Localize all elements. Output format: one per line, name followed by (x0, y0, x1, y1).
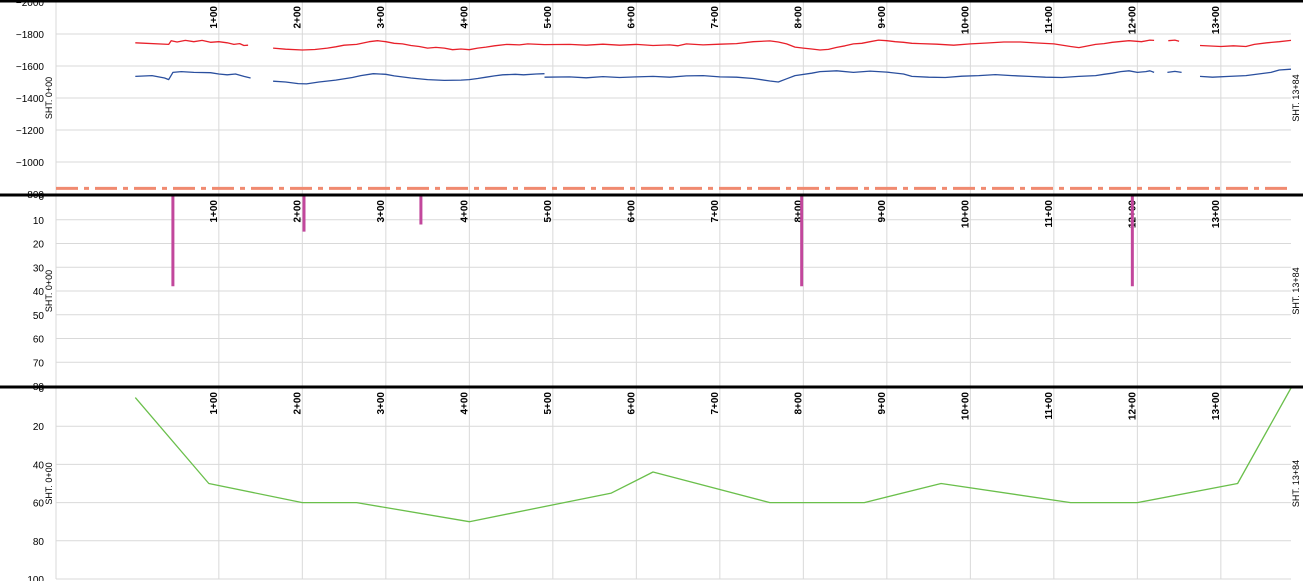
station-label: 13+00 (1211, 392, 1222, 421)
profile-panel: 0 20 40 60 80 100 1+00 2+00 3+00 4+00 5+00 6+00 7+00… (27, 384, 1301, 586)
sheet-start-label: SHT. 0+00 (44, 77, 54, 119)
y-tick-label: 10 (33, 216, 45, 227)
y-tick-label: 0 (38, 384, 44, 395)
station-label: 3+00 (376, 392, 387, 415)
series-line-lower (135, 68, 1292, 85)
station-label: 6+00 (626, 392, 637, 415)
elevation-panel: −2000−1800−1600−1400−1200−1000−8001+002+… (16, 0, 1301, 201)
y-tick-label: 60 (33, 335, 45, 346)
y-tick-label: −2000 (16, 0, 45, 9)
impulse-panel: 010203040506070801+002+003+004+005+006+0… (33, 192, 1301, 393)
y-tick-label: 30 (33, 263, 45, 274)
y-tick-label: −1800 (16, 30, 45, 41)
station-label: 5+00 (543, 6, 554, 29)
sheet-end-label: SHT. 13+84 (1291, 267, 1301, 314)
station-label: 6+00 (626, 200, 637, 223)
y-tick-label: 80 (33, 537, 45, 548)
y-tick-label: −1400 (16, 94, 45, 105)
station-label: 11+00 (1044, 200, 1055, 228)
station-label: 5+00 (543, 392, 554, 415)
station-label: 10+00 (960, 6, 971, 35)
y-tick-label: 40 (33, 287, 45, 298)
station-label: 9+00 (877, 392, 888, 415)
station-label: 3+00 (376, 200, 387, 223)
station-label: 8+00 (793, 392, 804, 415)
sheet-end-label: SHT. 13+84 (1291, 460, 1301, 507)
station-label: 12+00 (1127, 6, 1138, 35)
station-label: 2+00 (292, 6, 303, 29)
sheet-end-label: SHT. 13+84 (1291, 74, 1301, 121)
station-label: 1+00 (209, 200, 220, 223)
station-label: 13+00 (1211, 200, 1222, 229)
station-label: 7+00 (710, 200, 721, 223)
station-label: 5+00 (543, 200, 554, 223)
y-tick-label: 0 (38, 192, 44, 203)
station-label: 11+00 (1044, 392, 1055, 420)
station-label: 8+00 (793, 200, 804, 223)
y-tick-label: 50 (33, 311, 45, 322)
station-label: 4+00 (459, 392, 470, 415)
station-label: 1+00 (209, 392, 220, 415)
station-label: 9+00 (877, 200, 888, 223)
y-tick-label: 60 (33, 499, 45, 510)
station-label: 7+00 (710, 392, 721, 415)
station-label: 4+00 (459, 6, 470, 29)
station-label: 1+00 (209, 6, 220, 29)
series-line-upper (135, 39, 1292, 51)
station-label: 2+00 (292, 200, 303, 223)
station-label: 9+00 (877, 6, 888, 29)
y-tick-label: 20 (33, 240, 45, 251)
station-label: 10+00 (960, 200, 971, 229)
station-label: 12+00 (1127, 392, 1138, 421)
station-label: 7+00 (710, 6, 721, 29)
station-label: 2+00 (292, 392, 303, 415)
station-label: 4+00 (459, 200, 470, 223)
sheet-start-label: SHT. 0+00 (44, 270, 54, 312)
y-tick-label: 100 (27, 575, 44, 581)
y-tick-label: −1000 (16, 158, 45, 169)
y-tick-label: 40 (33, 460, 45, 471)
y-tick-label: −1600 (16, 62, 45, 73)
station-label: 6+00 (626, 6, 637, 29)
y-tick-label: 70 (33, 358, 45, 369)
station-label: 11+00 (1044, 6, 1055, 34)
station-label: 13+00 (1211, 6, 1222, 35)
station-label: 3+00 (376, 6, 387, 29)
series-line-profile (134, 387, 1292, 523)
sheet-start-label: SHT. 0+00 (44, 462, 54, 504)
station-label: 10+00 (960, 392, 971, 421)
y-tick-label: −1200 (16, 126, 45, 137)
y-tick-label: 20 (33, 422, 45, 433)
station-label: 8+00 (793, 6, 804, 29)
